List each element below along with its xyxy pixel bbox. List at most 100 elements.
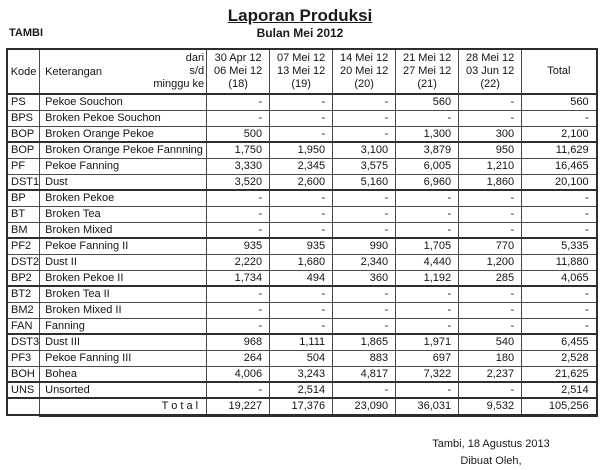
cell-week-value: - <box>269 221 334 239</box>
table-row: PF2 Pekoe Fanning II 935 935 990 1,705 770 5,33… <box>6 237 598 255</box>
cell-kode: BP <box>6 189 41 207</box>
cell-kode: BPS <box>6 109 41 127</box>
cell-week-value: 500 <box>206 125 271 143</box>
cell-week-value: - <box>395 189 460 207</box>
cell-week-value: 180 <box>458 349 523 367</box>
total-row-label: T o t a l <box>39 397 208 417</box>
footer-place-date: Tambi, 18 Agustus 2013 <box>432 438 550 450</box>
table-total-row: T o t a l 19,227 17,376 23,090 36,031 9,532 10… <box>7 397 598 417</box>
cell-row-total: 6,455 <box>521 333 598 351</box>
cell-week-value: - <box>332 125 397 143</box>
cell-kode: BM <box>6 221 41 239</box>
cell-keterangan: Broken Pekoe <box>39 189 208 207</box>
cell-week-value: 2,345 <box>269 157 334 175</box>
cell-week-value: - <box>269 189 334 207</box>
column-header-kode: Kode <box>6 48 41 95</box>
cell-week-value: - <box>458 109 523 127</box>
cell-week-value: 1,210 <box>458 157 523 175</box>
cell-week-value: 770 <box>458 237 523 255</box>
cell-row-total: 11,880 <box>521 253 598 271</box>
column-header-keterangan: Keterangan dari s/d minggu ke <box>39 48 208 95</box>
cell-week-value: 504 <box>269 349 334 367</box>
cell-keterangan: Broken Orange Pekoe <box>39 125 208 143</box>
cell-kode: PF3 <box>6 349 41 367</box>
cell-week-value: 1,300 <box>395 125 460 143</box>
table-row: BOP Broken Orange Pekoe 500- -1,300 300 2,100 <box>6 125 598 143</box>
cell-kode: BT <box>6 205 41 223</box>
total-week-value: 23,090 <box>332 397 397 417</box>
cell-week-value: - <box>332 221 397 239</box>
cell-row-total: - <box>521 221 598 239</box>
table-row: BPS Broken Pekoe Souchon - - - - - - <box>6 109 598 127</box>
cell-kode: BP2 <box>6 269 41 287</box>
cell-week-value: - <box>206 301 271 319</box>
cell-week-value: 935 <box>269 237 334 255</box>
cell-row-total: - <box>521 285 598 303</box>
cell-week-value: - <box>458 221 523 239</box>
cell-week-value: 3,243 <box>269 365 334 383</box>
cell-week-value: - <box>458 317 523 335</box>
cell-week-value: 4,817 <box>332 365 397 383</box>
cell-row-total: 5,335 <box>521 237 598 255</box>
cell-week-value: 1,111 <box>269 333 334 351</box>
cell-week-value: - <box>458 93 523 111</box>
cell-week-value: 494 <box>269 269 334 287</box>
cell-kode: BOH <box>6 365 41 383</box>
table-row: FAN Fanning - - - - - - <box>6 317 598 335</box>
cell-week-value: - <box>332 109 397 127</box>
cell-row-total: - <box>521 301 598 319</box>
table-row: BP Broken Pekoe - - - - - - <box>6 189 598 207</box>
cell-keterangan: Dust <box>39 173 208 191</box>
cell-week-value: 7,322 <box>395 365 460 383</box>
cell-kode: BT2 <box>6 285 41 303</box>
cell-keterangan: Broken Mixed II <box>39 301 208 319</box>
cell-kode: BOP <box>6 141 41 159</box>
cell-kode: DST1 <box>6 173 41 191</box>
cell-keterangan: Fanning <box>39 317 208 335</box>
cell-week-value: 2,514 <box>269 381 334 399</box>
cell-week-value: - <box>395 221 460 239</box>
cell-row-total: 11,629 <box>521 141 598 159</box>
cell-week-value: - <box>458 381 523 399</box>
cell-kode: PF2 <box>6 237 41 255</box>
cell-row-total: - <box>521 189 598 207</box>
range-line-sd: s/d <box>189 65 205 77</box>
total-week-value: 9,532 <box>458 397 523 417</box>
total-week-value: 17,376 <box>269 397 334 417</box>
cell-keterangan: Broken Tea <box>39 205 208 223</box>
cell-kode: DST3 <box>6 333 41 351</box>
cell-keterangan: Pekoe Fanning II <box>39 237 208 255</box>
cell-week-value: 1,200 <box>458 253 523 271</box>
table-row: BOH Bohea 4,006 3,243 4,817 7,322 2,237 21,625 <box>6 365 598 383</box>
cell-week-value: 2,340 <box>332 253 397 271</box>
cell-week-value: 1,950 <box>269 141 334 159</box>
cell-week-value: - <box>206 221 271 239</box>
cell-kode: FAN <box>6 317 41 335</box>
total-week-value: 19,227 <box>206 397 271 417</box>
cell-week-value: - <box>458 205 523 223</box>
cell-week-value: - <box>332 381 397 399</box>
range-line-minggu-ke: minggu ke <box>153 78 205 90</box>
cell-week-value: 360 <box>332 269 397 287</box>
cell-keterangan: Broken Pekoe Souchon <box>39 109 208 127</box>
cell-week-value: - <box>269 125 334 143</box>
cell-week-value: 697 <box>395 349 460 367</box>
table-row: PF Pekoe Fanning 3,330 2,345 3,575 6,005 1,210… <box>6 157 598 175</box>
table-row: UNS Unsorted -2,514- - -2,514 <box>6 381 598 399</box>
column-header-week-21: 21 Mei 12 27 Mei 12 (21) <box>395 48 460 95</box>
production-table: Kode Keterangan dari s/d minggu ke 30 Ap… <box>6 48 598 417</box>
cell-row-total: 4,065 <box>521 269 598 287</box>
cell-kode: DST2 <box>6 253 41 271</box>
cell-kode: UNS <box>6 381 41 399</box>
cell-keterangan: Dust III <box>39 333 208 351</box>
cell-row-total: 2,528 <box>521 349 598 367</box>
cell-week-value: 6,005 <box>395 157 460 175</box>
cell-week-value: 2,220 <box>206 253 271 271</box>
range-line-dari: dari <box>185 52 205 64</box>
cell-week-value: 990 <box>332 237 397 255</box>
cell-row-total: 2,100 <box>521 125 598 143</box>
cell-week-value: - <box>206 381 271 399</box>
table-row: DST1 Dust 3,520 2,600 5,160 6,960 1,860 20,100 <box>6 173 598 191</box>
cell-row-total: - <box>521 109 598 127</box>
column-header-total: Total <box>521 48 598 95</box>
